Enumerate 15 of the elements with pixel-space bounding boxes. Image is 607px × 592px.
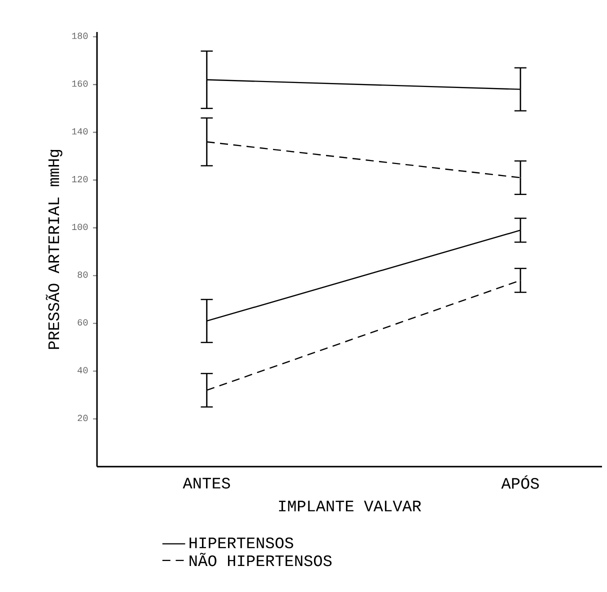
- y-tick-label: 40: [78, 367, 88, 374]
- y-tick-label: 60: [78, 319, 88, 326]
- y-tick-label: 80: [78, 272, 88, 278]
- y-tick-label: 140: [72, 128, 88, 135]
- y-tick-label: 180: [72, 32, 88, 40]
- y-tick-label: 160: [72, 80, 88, 87]
- legend-label: NÃO HIPERTENSOS: [190, 553, 332, 566]
- x-tick-label: APÓS: [501, 476, 539, 489]
- y-tick-label: 120: [72, 176, 88, 182]
- legend-label: HIPERTENSOS: [190, 538, 294, 548]
- x-tick-label: ANTES: [182, 478, 230, 489]
- x-axis-title: IMPLANTE VALVAR: [279, 500, 422, 512]
- y-tick-label: 100: [72, 224, 88, 230]
- y-tick-label: 20: [78, 414, 88, 422]
- y-axis-title: PRESSÃO ARTERIAL mmHg: [46, 150, 62, 350]
